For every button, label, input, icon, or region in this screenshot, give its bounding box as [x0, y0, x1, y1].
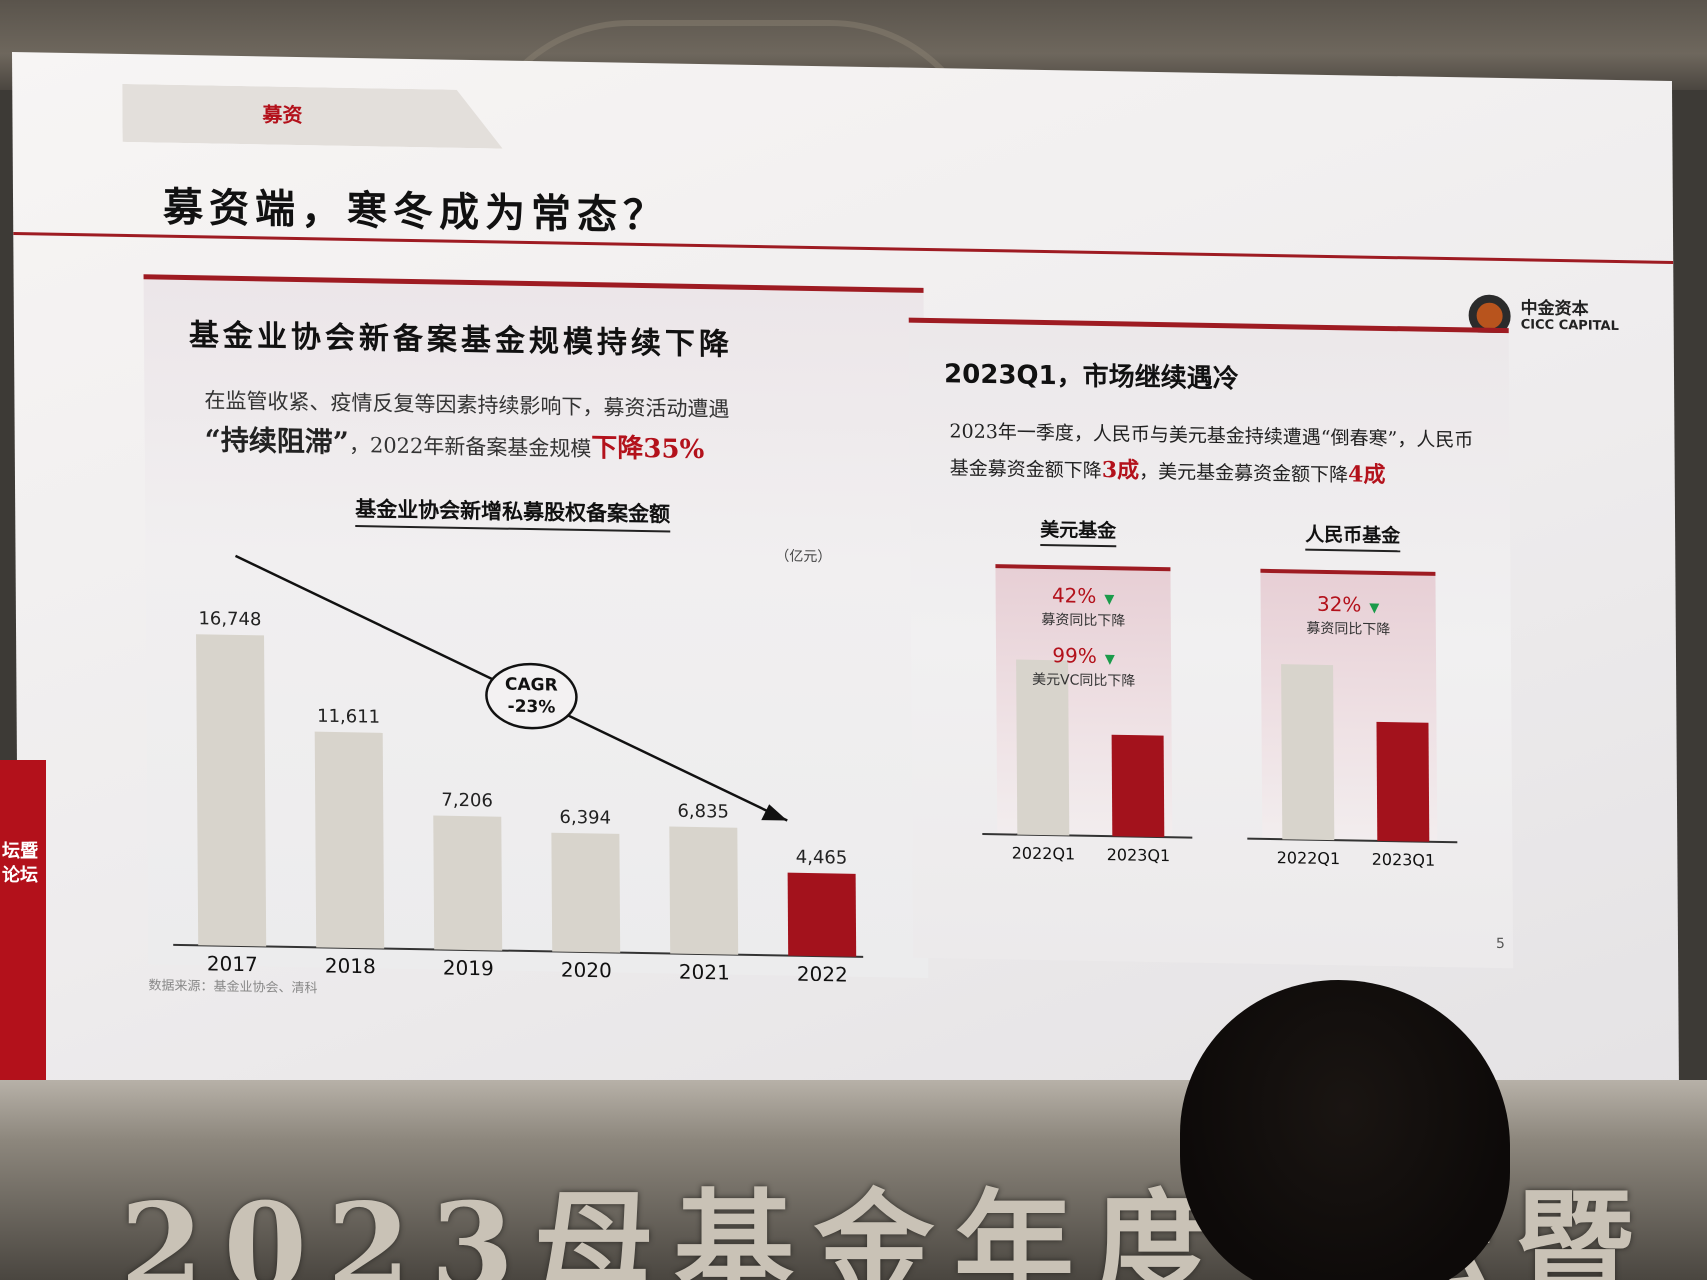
bar-2022: [787, 872, 857, 957]
left-panel-description: 在监管收紧、疫情反复等因素持续影响下，募资活动遭遇 “持续阻滞”，2022年新备…: [204, 380, 905, 474]
cagr-value: -23%: [508, 697, 556, 718]
logo-cn-text: 中金资本: [1520, 298, 1589, 320]
x-tick-2019: 2019: [443, 956, 494, 981]
desc-quote: “持续阻滞”: [204, 423, 350, 459]
slide-title: 募资端，寒冬成为常态？: [162, 183, 670, 240]
x-tick-2022: 2022: [797, 962, 848, 983]
section-tag: 募资: [262, 102, 303, 128]
x-tick-2021: 2021: [679, 960, 730, 983]
x-tick-2023Q1: 2023Q1: [1372, 850, 1436, 870]
x-tick-2017: 2017: [207, 951, 258, 976]
rmb-stat-fundraising: 32% ▼ 募资同比下降: [1261, 591, 1436, 640]
bar-2020: [551, 832, 621, 953]
rp-desc-hl2: 4成: [1348, 461, 1386, 488]
presentation-slide: 募资 募资端，寒冬成为常态？ 中金资本 CICC CAPITAL 基金业协会新备…: [12, 52, 1680, 1127]
bar-2023Q1: [1111, 734, 1165, 838]
logo-en-text: CICC CAPITAL: [1520, 317, 1619, 335]
page-number: 5: [1495, 935, 1505, 953]
usd-stat2-label: 美元VC同比下降: [1031, 671, 1136, 690]
data-label-2022: 4,465: [796, 847, 848, 869]
rmb-fund-label: 人民币基金: [1305, 519, 1401, 553]
audience-head: [1180, 980, 1510, 1280]
rp-desc-hl1: 3成: [1101, 457, 1140, 484]
x-axis-line: [173, 943, 864, 958]
left-panel-title: 基金业协会新备案基金规模持续下降: [188, 318, 734, 363]
usd-fund-bar-chart: 2022Q1 2023Q1: [982, 659, 1193, 865]
title-divider: [13, 232, 1674, 265]
data-source-note: 数据来源：基金业协会、清科: [148, 978, 318, 997]
bar-2021: [669, 826, 739, 955]
usd-fund-label: 美元基金: [1040, 514, 1117, 548]
right-panel-title: 2023Q1，市场继续遇冷: [944, 359, 1239, 395]
data-label-2018: 11,611: [317, 706, 380, 728]
usd-stat1-label: 募资同比下降: [1041, 611, 1126, 630]
x-tick-2023Q1: 2023Q1: [1107, 845, 1171, 865]
down-arrow-icon: ▼: [1104, 592, 1115, 608]
usd-stat-fundraising: 42% ▼ 募资同比下降: [996, 582, 1171, 631]
usd-stat2-pct: 99%: [1052, 643, 1097, 668]
bar-2023Q1: [1376, 721, 1430, 842]
left-panel: 基金业协会新备案基金规模持续下降 在监管收紧、疫情反复等因素持续影响下，募资活动…: [143, 274, 929, 983]
trend-arrowhead: [761, 804, 788, 821]
cagr-label: CAGR: [505, 675, 558, 696]
bar-2019: [433, 815, 503, 951]
section-tab: [122, 84, 502, 149]
data-label-2017: 16,748: [198, 608, 261, 630]
usd-stat-vc: 99% ▼ 美元VC同比下降: [996, 642, 1171, 691]
cagr-bubble: [485, 662, 578, 730]
down-arrow-icon: ▼: [1104, 652, 1115, 668]
x-tick-2022Q1: 2022Q1: [1277, 848, 1341, 868]
desc-mid: ，2022年新备案基金规模: [348, 432, 592, 462]
rmb-stat1-pct: 32%: [1316, 591, 1362, 617]
data-label-2019: 7,206: [441, 790, 493, 812]
x-tick-2018: 2018: [325, 953, 376, 978]
data-label-2021: 6,835: [677, 801, 729, 823]
bar-2018: [314, 731, 385, 949]
filing-amount-bar-chart: 16,748 2017 11,611 2018 7,206 2019 6,394 2020 6,…: [173, 554, 864, 983]
rmb-fund-bar-chart: 2022Q1 2023Q1: [1247, 664, 1458, 870]
right-panel-description: 2023年一季度，人民币与美元基金持续遭遇“倒春寒”，人民币基金募资金额下降3成…: [949, 413, 1489, 495]
desc-highlight: 下降35%: [591, 433, 705, 466]
bar-2017: [196, 634, 267, 947]
venue-side-banner: 坛暨 论坛: [0, 760, 46, 1130]
rp-desc-b: ，美元基金募资金额下降: [1139, 460, 1349, 487]
rmb-stat1-label: 募资同比下降: [1306, 620, 1391, 639]
usd-stat1-pct: 42%: [1051, 583, 1097, 608]
bar-2022Q1: [1281, 664, 1335, 841]
desc-line1: 在监管收紧、疫情反复等因素持续影响下，募资活动遭遇: [204, 388, 730, 422]
x-tick-2020: 2020: [561, 958, 612, 983]
data-label-2020: 6,394: [559, 807, 611, 829]
bar-2022Q1: [1016, 659, 1070, 836]
x-tick-2022Q1: 2022Q1: [1012, 843, 1076, 863]
down-arrow-icon: ▼: [1369, 600, 1380, 616]
right-panel: 2023Q1，市场继续遇冷 2023年一季度，人民币与美元基金持续遭遇“倒春寒”…: [908, 317, 1514, 969]
